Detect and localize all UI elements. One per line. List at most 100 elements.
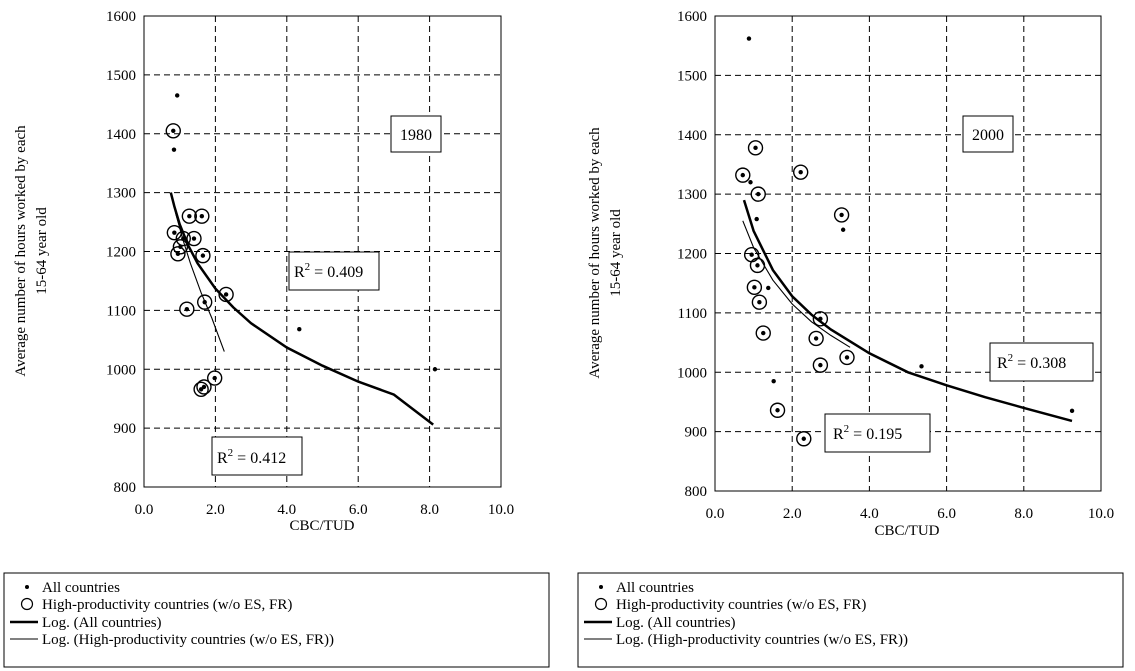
x-tick-label: 10.0 xyxy=(1088,506,1114,522)
point-all-countries xyxy=(297,327,302,332)
r2-box-1980-high xyxy=(211,436,303,476)
r2-value: = 0.195 xyxy=(849,426,902,443)
plot-frame-2000 xyxy=(714,15,1102,492)
x-tick-label: 4.0 xyxy=(860,506,879,522)
point-all-countries xyxy=(748,180,753,185)
point-all-countries xyxy=(191,236,197,241)
y-tick-label: 1200 xyxy=(106,245,136,261)
data-points-1980 xyxy=(165,93,438,397)
point-high-productivity xyxy=(735,167,751,183)
point-high-productivity xyxy=(808,330,824,347)
point-all-countries xyxy=(432,367,438,372)
y-tick-label: 1500 xyxy=(677,68,707,84)
point-high-productivity xyxy=(206,370,223,386)
y-tick-label: 1300 xyxy=(677,187,707,203)
y-tick-label: 1000 xyxy=(677,365,707,381)
x-tick-label: 0.0 xyxy=(706,506,725,522)
legend-circle-icon xyxy=(594,597,608,611)
r2-value: = 0.308 xyxy=(1013,355,1066,372)
legend-item-log-all: Log. (All countries) xyxy=(616,615,736,631)
x-axis-label-1980: CBC/TUD xyxy=(289,518,354,534)
point-high-productivity xyxy=(796,431,812,447)
y-axis-label-2000-line1: Average number of hours worked by each xyxy=(587,127,603,379)
x-tick-label: 2.0 xyxy=(783,506,802,522)
legend-item-all: All countries xyxy=(42,580,120,596)
y-tick-label: 1400 xyxy=(677,128,707,144)
point-all-countries xyxy=(798,169,803,175)
y-tick-label: 900 xyxy=(685,425,708,441)
point-all-countries xyxy=(818,362,823,368)
legend-item-all: All countries xyxy=(616,580,694,596)
point-high-productivity xyxy=(170,246,186,262)
trend-line-all xyxy=(742,199,1073,423)
point-high-productivity xyxy=(749,257,766,274)
year-label-2000: 2000 xyxy=(972,127,1004,144)
x-tick-label: 8.0 xyxy=(420,502,439,518)
point-all-countries xyxy=(746,36,752,41)
tick-labels-1980: 800 900 1000 1100 1200 1300 1400 1500 1600 0.0 2.0… xyxy=(106,9,514,518)
legend-circle-icon xyxy=(20,597,34,611)
r2-label-1980-all: R2 = 0.409 xyxy=(294,261,363,281)
point-all-countries xyxy=(171,147,177,152)
r2-symbol: R xyxy=(217,450,228,467)
y-tick-label: 1400 xyxy=(106,127,136,143)
r2-symbol: R xyxy=(833,426,844,443)
r2-superscript: 2 xyxy=(305,261,311,273)
point-all-countries xyxy=(757,299,762,305)
point-all-countries xyxy=(749,252,754,257)
point-all-countries xyxy=(223,292,229,297)
legend-item-high: High-productivity countries (w/o ES, FR) xyxy=(616,597,866,613)
point-all-countries xyxy=(200,253,206,258)
y-tick-label: 800 xyxy=(685,484,708,500)
point-high-productivity xyxy=(747,140,764,156)
point-all-countries xyxy=(840,227,846,232)
legend-item-log-high: Log. (High-productivity countries (w/o E… xyxy=(42,632,334,648)
y-tick-label: 1100 xyxy=(678,306,707,322)
point-all-countries xyxy=(766,285,771,291)
point-all-countries xyxy=(171,128,176,134)
point-high-productivity xyxy=(175,230,191,247)
point-all-countries xyxy=(801,436,806,441)
r2-box-2000-high xyxy=(824,413,931,453)
r2-box-2000-all xyxy=(989,342,1094,382)
r2-label-2000-high: R2 = 0.195 xyxy=(833,423,902,443)
r2-superscript: 2 xyxy=(844,423,850,435)
y-tick-label: 1100 xyxy=(107,303,136,319)
y-axis-label-2000-line2: 15-64 year old xyxy=(608,209,624,297)
point-high-productivity xyxy=(812,357,829,373)
x-tick-label: 6.0 xyxy=(349,502,368,518)
legend-box-2000 xyxy=(577,572,1124,668)
point-all-countries xyxy=(1069,408,1075,414)
point-all-countries xyxy=(761,330,766,336)
x-tick-label: 0.0 xyxy=(135,502,154,518)
x-axis-label-2000: CBC/TUD xyxy=(874,523,939,539)
point-all-countries xyxy=(202,299,207,305)
x-tick-label: 8.0 xyxy=(1014,506,1033,522)
point-all-countries xyxy=(201,384,207,390)
chart-2000: 800 900 1000 1100 1200 1300 1400 1500 1600 0.0 2.0… xyxy=(577,9,1124,668)
r2-label-2000-all: R2 = 0.308 xyxy=(997,352,1066,372)
y-tick-label: 900 xyxy=(114,421,137,437)
point-high-productivity xyxy=(750,186,766,202)
tick-labels-2000: 800 900 1000 1100 1200 1300 1400 1500 1600 0.0 2.0… xyxy=(677,9,1114,522)
point-high-productivity xyxy=(196,379,212,395)
point-high-productivity xyxy=(193,381,209,397)
point-high-productivity xyxy=(218,286,234,303)
point-all-countries xyxy=(184,306,190,312)
point-all-countries xyxy=(813,336,819,341)
point-all-countries xyxy=(753,145,758,151)
point-high-productivity xyxy=(179,301,195,317)
point-high-productivity xyxy=(165,123,181,139)
year-label-1980: 1980 xyxy=(400,127,432,144)
point-all-countries xyxy=(755,263,760,268)
chart-1980: 800 900 1000 1100 1200 1300 1400 1500 1600 0.0 2.0… xyxy=(3,9,550,668)
y-axis-label-1980-line2: 15-64 year old xyxy=(34,207,50,295)
point-all-countries xyxy=(754,216,759,222)
point-high-productivity xyxy=(755,325,771,341)
point-all-countries xyxy=(740,172,745,178)
y-tick-label: 1600 xyxy=(106,9,136,25)
point-high-productivity xyxy=(746,279,763,296)
legend-item-log-all: Log. (All countries) xyxy=(42,615,162,631)
trend-line-all xyxy=(169,192,434,426)
